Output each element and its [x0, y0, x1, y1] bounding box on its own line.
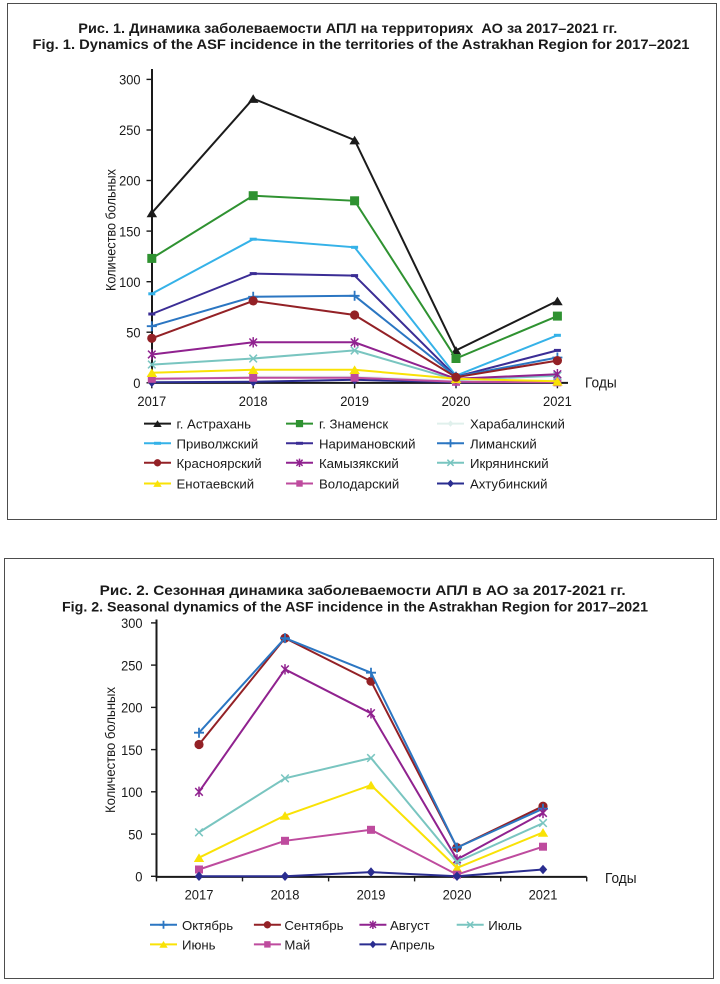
svg-text:0: 0 — [133, 376, 140, 392]
svg-text:200: 200 — [119, 174, 140, 190]
svg-text:Fig. 2. Seasonal dynamics of t: Fig. 2. Seasonal dynamics of the ASF inc… — [62, 598, 648, 614]
svg-text:50: 50 — [126, 325, 140, 341]
svg-text:2017: 2017 — [137, 394, 166, 410]
svg-text:2018: 2018 — [239, 394, 268, 410]
svg-text:Наримановский: Наримановский — [319, 436, 416, 451]
svg-text:Рис. 1. Динамика заболеваемост: Рис. 1. Динамика заболеваемости АПЛ на т… — [78, 20, 617, 36]
svg-text:Май: Май — [284, 937, 310, 952]
svg-text:250: 250 — [121, 658, 142, 674]
svg-text:Октябрь: Октябрь — [182, 918, 233, 933]
svg-text:Ахтубинский: Ахтубинский — [470, 477, 547, 492]
svg-text:2021: 2021 — [543, 394, 572, 410]
svg-text:300: 300 — [121, 616, 142, 632]
svg-text:Август: Август — [390, 918, 430, 933]
svg-text:2017: 2017 — [185, 888, 214, 904]
svg-text:200: 200 — [121, 701, 142, 717]
svg-text:Лиманский: Лиманский — [470, 436, 537, 451]
svg-text:100: 100 — [121, 785, 142, 801]
svg-text:Годы: Годы — [605, 871, 637, 887]
svg-text:2019: 2019 — [340, 394, 369, 410]
svg-text:г. Астрахань: г. Астрахань — [177, 417, 252, 432]
svg-text:2018: 2018 — [271, 888, 300, 904]
svg-text:100: 100 — [119, 275, 140, 291]
svg-text:Сентябрь: Сентябрь — [284, 918, 343, 933]
svg-text:150: 150 — [121, 743, 142, 759]
svg-text:Рис. 2. Сезонная динамика забо: Рис. 2. Сезонная динамика заболеваемости… — [100, 582, 626, 598]
svg-text:Июль: Июль — [488, 918, 522, 933]
svg-text:2020: 2020 — [442, 394, 471, 410]
svg-text:2019: 2019 — [357, 888, 386, 904]
svg-text:300: 300 — [119, 73, 140, 89]
svg-text:Количество больных: Количество больных — [103, 687, 118, 813]
svg-text:250: 250 — [119, 123, 140, 139]
svg-text:50: 50 — [128, 827, 142, 843]
svg-text:Fig. 1. Dynamics of the ASF in: Fig. 1. Dynamics of the ASF incidence in… — [33, 36, 690, 52]
svg-text:Количество больных: Количество больных — [103, 169, 118, 291]
svg-text:0: 0 — [135, 870, 142, 886]
svg-text:г. Знаменск: г. Знаменск — [319, 417, 388, 432]
svg-text:Июнь: Июнь — [182, 937, 216, 952]
svg-text:Годы: Годы — [585, 375, 617, 391]
svg-text:2021: 2021 — [529, 888, 558, 904]
svg-text:Икрянинский: Икрянинский — [470, 456, 549, 471]
svg-text:Апрель: Апрель — [390, 937, 435, 952]
svg-text:Енотаевский: Енотаевский — [177, 477, 255, 492]
svg-text:150: 150 — [119, 224, 140, 240]
svg-text:Приволжский: Приволжский — [177, 436, 259, 451]
svg-text:Камызякский: Камызякский — [319, 456, 399, 471]
svg-text:Красноярский: Красноярский — [177, 456, 262, 471]
svg-text:Володарский: Володарский — [319, 477, 399, 492]
svg-text:Харабалинский: Харабалинский — [470, 417, 565, 432]
svg-text:2020: 2020 — [443, 888, 472, 904]
